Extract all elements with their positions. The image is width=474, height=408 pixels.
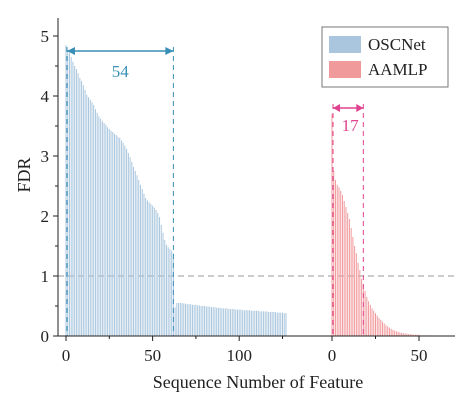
legend-label-aamlp: AAMLP [368, 60, 428, 79]
y-tick-label: 0 [41, 327, 50, 346]
y-tick-label: 4 [41, 87, 50, 106]
x-tick-label-aamlp: 50 [411, 346, 428, 365]
y-tick-label: 1 [41, 267, 50, 286]
x-axis-title: Sequence Number of Feature [153, 372, 363, 392]
y-axis-title: FDR [14, 157, 34, 192]
y-tick-label: 2 [41, 207, 50, 226]
annotation-aamlp-arrow-right [356, 104, 364, 112]
y-tick-label: 5 [41, 27, 50, 46]
legend: OSCNet AAMLP [321, 26, 449, 88]
annotation-oscnet-arrow-right [165, 47, 174, 55]
legend-swatch-oscnet [329, 36, 361, 53]
legend-swatch-aamlp [329, 61, 361, 78]
x-tick-label-oscnet: 100 [226, 346, 252, 365]
annotation-oscnet-count: 54 [112, 62, 130, 81]
y-tick-label: 3 [41, 147, 50, 166]
annotation-layer [66, 47, 364, 336]
x-tick-label-aamlp: 0 [328, 346, 337, 365]
annotation-oscnet-arrow-left [67, 47, 75, 55]
annotation-aamlp-arrow-left [333, 104, 340, 112]
annotation-aamlp-count: 17 [342, 116, 360, 135]
bars-layer [65, 45, 432, 336]
x-tick-label-oscnet: 50 [144, 346, 161, 365]
x-tick-label-oscnet: 0 [62, 346, 71, 365]
legend-label-oscnet: OSCNet [368, 35, 426, 54]
